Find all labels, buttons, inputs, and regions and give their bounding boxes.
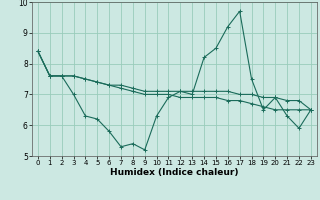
X-axis label: Humidex (Indice chaleur): Humidex (Indice chaleur) — [110, 168, 239, 177]
